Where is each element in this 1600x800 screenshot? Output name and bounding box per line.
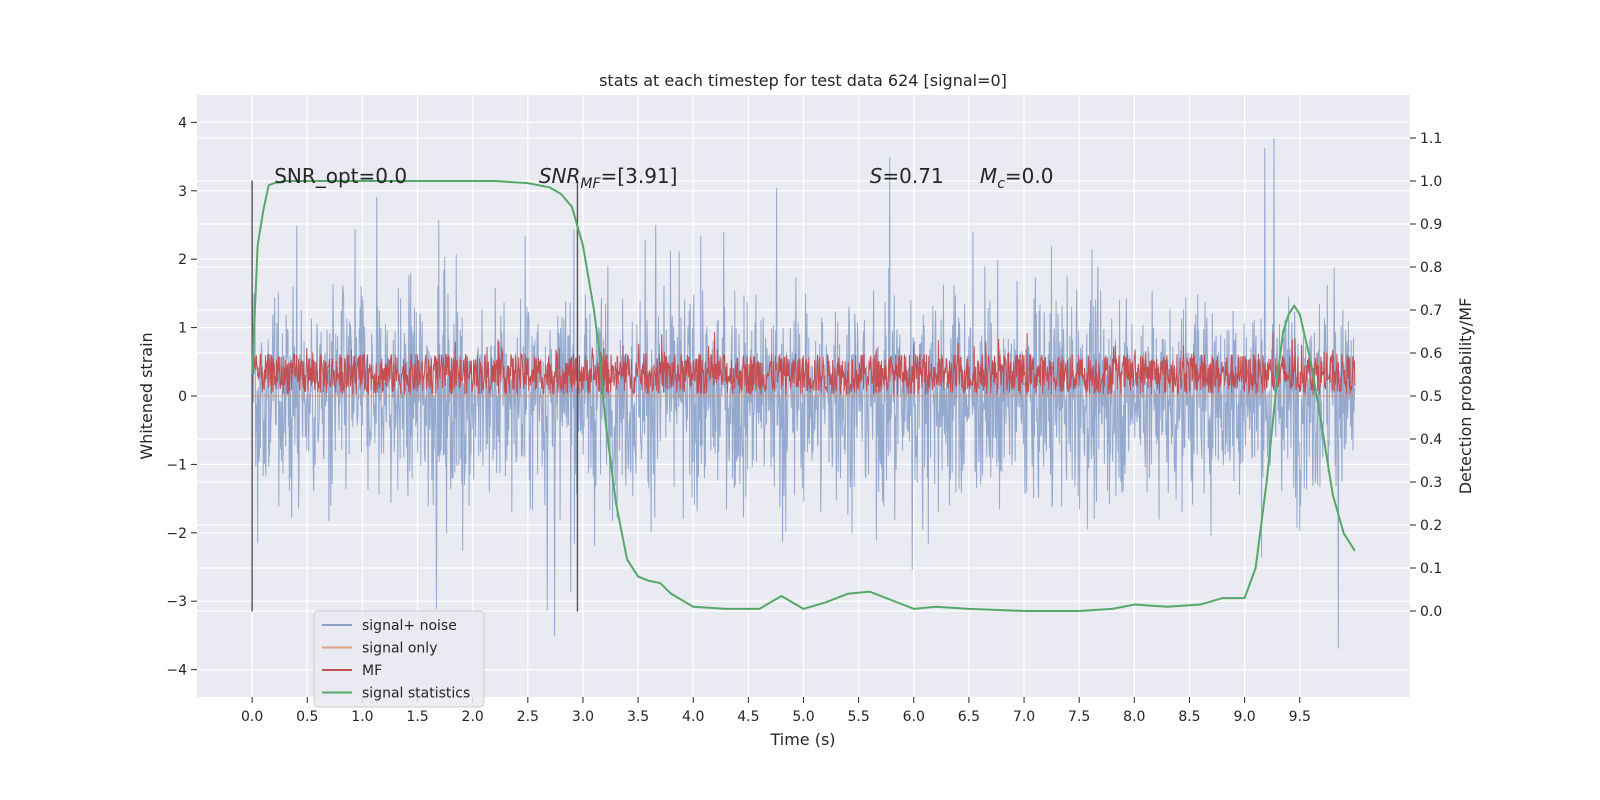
y-tick-label: −3	[166, 594, 187, 610]
x-tick-label: 4.5	[737, 709, 759, 725]
annotation-text: Mc=0.0	[980, 164, 1054, 192]
y-tick-label: −4	[166, 663, 187, 679]
y2-tick-label: 1.0	[1420, 174, 1442, 190]
vertical-markers	[251, 180, 579, 612]
legend-label: signal only	[362, 641, 437, 657]
y2-tick-label: 0.0	[1420, 604, 1442, 620]
x-tick-label: 9.0	[1233, 709, 1255, 725]
x-tick-label: 8.0	[1123, 709, 1145, 725]
x-tick-label: 8.5	[1178, 709, 1200, 725]
legend-box	[313, 610, 485, 708]
y-tick-label: −1	[166, 457, 187, 473]
x-tick-label: 0.0	[241, 709, 263, 725]
x-tick-label: 3.5	[627, 709, 649, 725]
chart-title: stats at each timestep for test data 624…	[599, 71, 1007, 90]
y-tick-label: 1	[178, 321, 187, 337]
x-tick-label: 9.5	[1289, 709, 1311, 725]
x-tick-label: 2.5	[517, 709, 539, 725]
annotation-text: SNR_opt=0.0	[274, 164, 407, 188]
x-tick-label: 6.0	[903, 709, 925, 725]
y2-tick-label: 0.2	[1420, 518, 1442, 534]
signal-statistics-series	[251, 180, 1356, 612]
x-tick-label: 3.0	[572, 709, 594, 725]
y-tick-label: 3	[178, 184, 187, 200]
annotations: SNR_opt=0.0 SNRMF=[3.91] S=0.71 Mc=0.0	[274, 164, 1053, 192]
legend-label: MF	[362, 663, 382, 679]
y2-tick-label: 0.4	[1420, 432, 1442, 448]
signal-noise-series	[251, 138, 1356, 649]
axes-ticks: 0.0 0.5 1.0 1.5 2.0 2.5 3.0 3.5 4.0 4.5 5.0 5.5 6.0 6…	[166, 115, 1442, 725]
y-tick-label: 0	[178, 389, 187, 405]
y2-tick-label: 0.6	[1420, 346, 1442, 362]
y2-tick-label: 0.7	[1420, 303, 1442, 319]
y2-tick-label: 0.9	[1420, 217, 1442, 233]
y2-tick-label: 0.3	[1420, 475, 1442, 491]
y-tick-label: 2	[178, 252, 187, 268]
x-tick-label: 7.0	[1013, 709, 1035, 725]
y-axis-label: Whitened strain	[137, 332, 156, 459]
y2-tick-label: 0.5	[1420, 389, 1442, 405]
y2-tick-label: 0.8	[1420, 260, 1442, 276]
y2-tick-label: 0.1	[1420, 561, 1442, 577]
legend-label: signal+ noise	[362, 618, 457, 634]
x-tick-label: 2.0	[462, 709, 484, 725]
signal-noise-line	[251, 138, 1356, 649]
x-tick-label: 7.5	[1068, 709, 1090, 725]
mf-line	[251, 331, 1356, 396]
x-tick-label: 6.5	[958, 709, 980, 725]
x-tick-label: 1.5	[406, 709, 428, 725]
signal-statistics-line	[251, 180, 1356, 612]
legend: signal+ noise signal only MF signal statist…	[313, 610, 485, 708]
y2-tick-label: 1.1	[1420, 131, 1442, 147]
x-tick-label: 1.0	[351, 709, 373, 725]
x-tick-label: 4.0	[682, 709, 704, 725]
annotation-text: SNRMF=[3.91]	[539, 164, 678, 192]
legend-label: signal statistics	[362, 686, 470, 702]
y2-axis-label: Detection probability/MF	[1456, 298, 1475, 495]
annotation-text: S=0.71	[870, 164, 944, 188]
x-tick-label: 0.5	[296, 709, 318, 725]
y-tick-label: −2	[166, 526, 187, 542]
mf-series	[251, 331, 1356, 396]
x-tick-label: 5.0	[792, 709, 814, 725]
x-axis-label: Time (s)	[769, 730, 835, 749]
x-tick-label: 5.5	[848, 709, 870, 725]
y-tick-label: 4	[178, 115, 187, 131]
